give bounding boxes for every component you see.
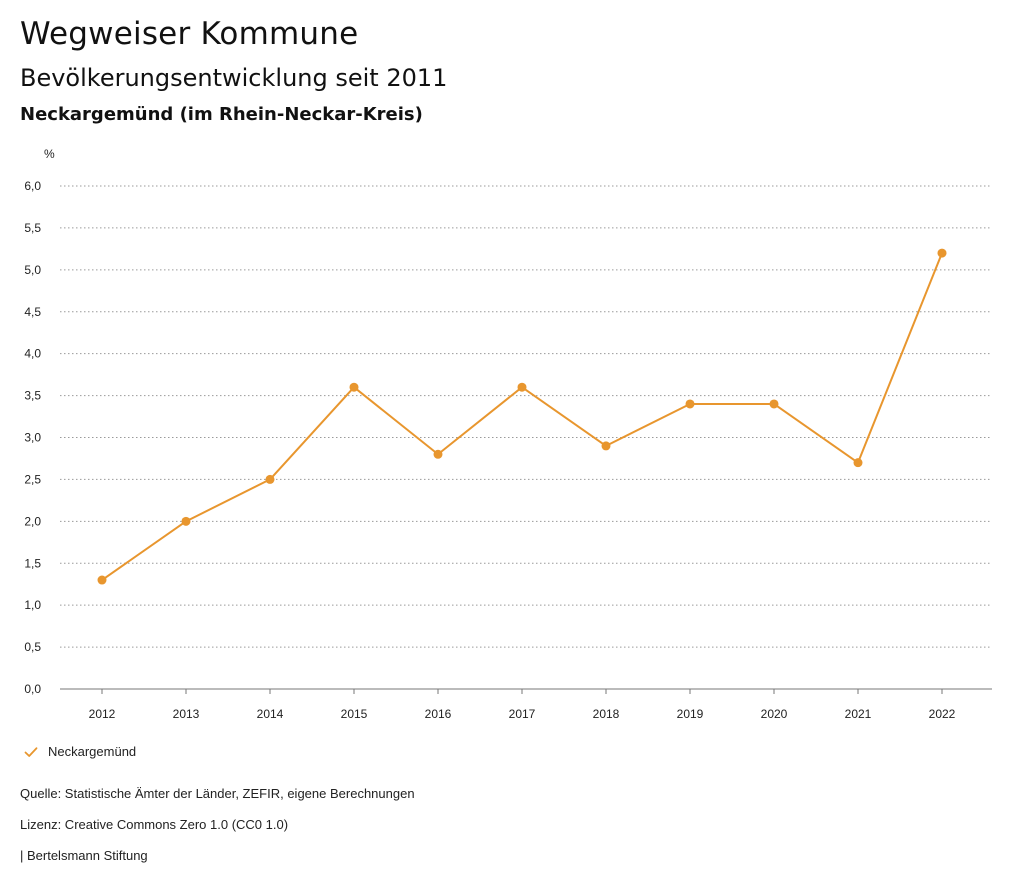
check-icon (24, 746, 38, 757)
x-tick-label: 2021 (845, 707, 872, 721)
x-tick-label: 2017 (509, 707, 536, 721)
y-tick-label: 3,5 (24, 389, 41, 403)
x-tick-label: 2020 (761, 707, 788, 721)
y-tick-label: 4,0 (24, 347, 41, 361)
y-tick-label: 2,5 (24, 472, 41, 486)
data-point[interactable] (265, 474, 275, 484)
data-point[interactable] (685, 399, 695, 409)
y-tick-label: 1,5 (24, 556, 41, 570)
x-tick-label: 2019 (677, 707, 704, 721)
data-point[interactable] (517, 382, 527, 392)
y-tick-label: 1,0 (24, 598, 41, 612)
source-note: Quelle: Statistische Ämter der Länder, Z… (20, 786, 415, 801)
y-tick-label: 5,0 (24, 263, 41, 277)
y-tick-label: 3,0 (24, 431, 41, 445)
y-tick-label: 0,0 (24, 682, 41, 696)
data-point[interactable] (769, 399, 779, 409)
page-title: Wegweiser Kommune (20, 16, 359, 52)
y-tick-label: 4,5 (24, 305, 41, 319)
x-tick-label: 2014 (257, 707, 284, 721)
x-tick-label: 2018 (593, 707, 620, 721)
x-tick-label: 2012 (89, 707, 116, 721)
x-tick-label: 2015 (341, 707, 368, 721)
x-tick-label: 2016 (425, 707, 452, 721)
data-point[interactable] (97, 575, 107, 585)
y-axis-ticks: 0,0 0,5 1,0 1,5 2,0 2,5 3,0 3,5 4,0 4,5 5,0 5,5 6,0 (24, 179, 41, 696)
y-axis-unit-label: % (44, 147, 55, 161)
x-tick-label: 2013 (173, 707, 200, 721)
legend[interactable]: Neckargemünd (24, 744, 136, 759)
series-layer (97, 248, 947, 585)
x-axis-ticks: 2012 2013 2014 2015 2016 2017 2018 2019 2020 2021… (89, 689, 956, 721)
data-point[interactable] (853, 458, 863, 468)
region-label: Neckargemünd (im Rhein-Neckar-Kreis) (20, 104, 423, 125)
data-point[interactable] (937, 248, 947, 258)
data-point[interactable] (433, 449, 443, 459)
data-point[interactable] (349, 382, 359, 392)
y-tick-label: 2,0 (24, 514, 41, 528)
grid-lines (60, 185, 992, 690)
line-chart: % 0,0 0,5 1,0 1,5 2,0 2,5 3,0 3,5 4,0 4,5 5,0 5,5 6,… (24, 147, 992, 721)
license-note: Lizenz: Creative Commons Zero 1.0 (CC0 1… (20, 817, 289, 832)
chart-subtitle: Bevölkerungsentwicklung seit 2011 (20, 64, 448, 92)
series-line (101, 252, 943, 582)
publisher-note: | Bertelsmann Stiftung (20, 848, 148, 863)
data-point[interactable] (601, 441, 611, 451)
y-tick-label: 5,5 (24, 221, 41, 235)
y-tick-label: 0,5 (24, 640, 41, 654)
x-tick-label: 2022 (929, 707, 956, 721)
data-point[interactable] (181, 516, 191, 526)
legend-label: Neckargemünd (48, 744, 137, 759)
y-tick-label: 6,0 (24, 179, 41, 193)
